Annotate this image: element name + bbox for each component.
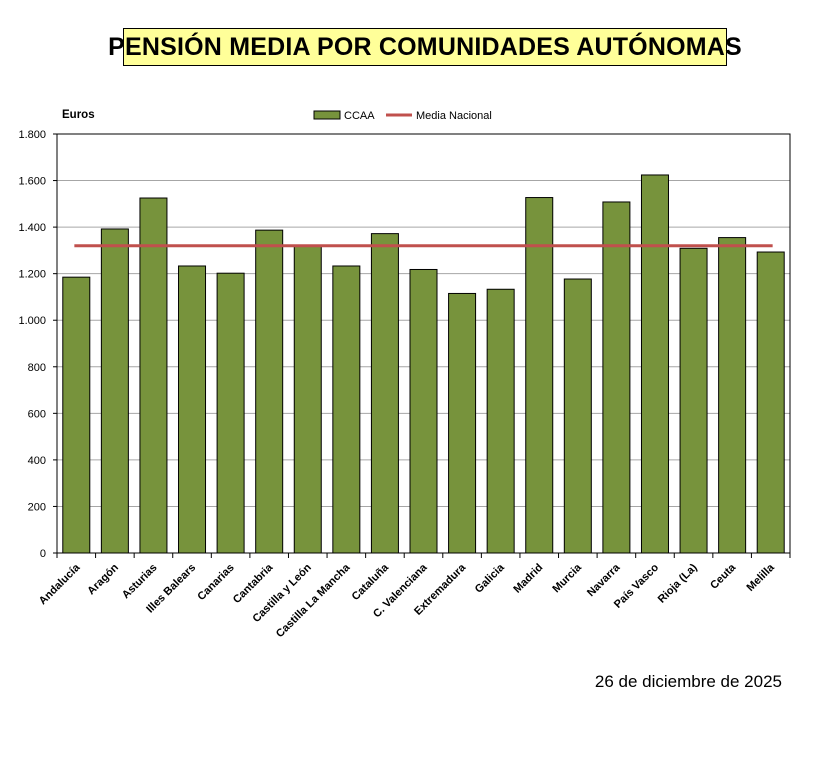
bar: [255, 229, 284, 554]
bar: [718, 237, 747, 554]
bar: [602, 201, 631, 554]
chart-title: PENSIÓN MEDIA POR COMUNIDADES AUTÓNOMAS: [108, 28, 742, 66]
report-date: 26 de diciembre de 2025: [594, 672, 782, 691]
y-tick-label: 200: [28, 501, 46, 513]
bar: [370, 233, 399, 554]
y-tick-label: 1.800: [18, 129, 46, 141]
y-axis-label: Euros: [62, 109, 95, 121]
x-tick-label: Murcia: [550, 561, 584, 595]
bar: [756, 251, 785, 554]
x-tick-label: Rioja (La): [656, 561, 700, 605]
y-tick-label: 1.000: [18, 315, 46, 327]
x-tick-label: Aragón: [85, 561, 121, 597]
x-tick-label: Andalucía: [37, 561, 83, 607]
legend-label-media: Media Nacional: [416, 110, 492, 122]
y-tick-label: 800: [28, 362, 46, 374]
bar: [332, 265, 361, 554]
bar: [216, 272, 245, 554]
bar: [409, 268, 438, 554]
x-tick-label: Madrid: [511, 562, 545, 596]
x-tick-label: Galicia: [473, 561, 508, 596]
bar: [448, 292, 477, 554]
x-tick-label: Asturias: [120, 562, 160, 602]
bar: [563, 278, 592, 554]
y-tick-label: 400: [28, 455, 46, 467]
bar: [293, 245, 322, 554]
legend-swatch-ccaa: [313, 110, 341, 120]
bar: [640, 174, 669, 554]
y-tick-label: 1.400: [18, 222, 46, 234]
bar: [100, 228, 129, 554]
bar: [62, 276, 91, 554]
y-tick-label: 1.200: [18, 269, 46, 281]
x-tick-label: Melilla: [745, 561, 778, 594]
legend-label-ccaa: CCAA: [344, 110, 375, 122]
bar: [178, 265, 207, 554]
y-tick-label: 0: [40, 548, 46, 560]
bar: [679, 247, 708, 554]
y-tick-label: 1.600: [18, 176, 46, 188]
y-tick-label: 600: [28, 408, 46, 420]
bar: [486, 288, 515, 554]
bar: [139, 197, 168, 554]
x-tick-label: Castilla La Mancha: [274, 561, 353, 640]
x-tick-label: Ceuta: [708, 561, 739, 592]
bar: [525, 197, 554, 554]
x-tick-label: Navarra: [585, 561, 623, 599]
